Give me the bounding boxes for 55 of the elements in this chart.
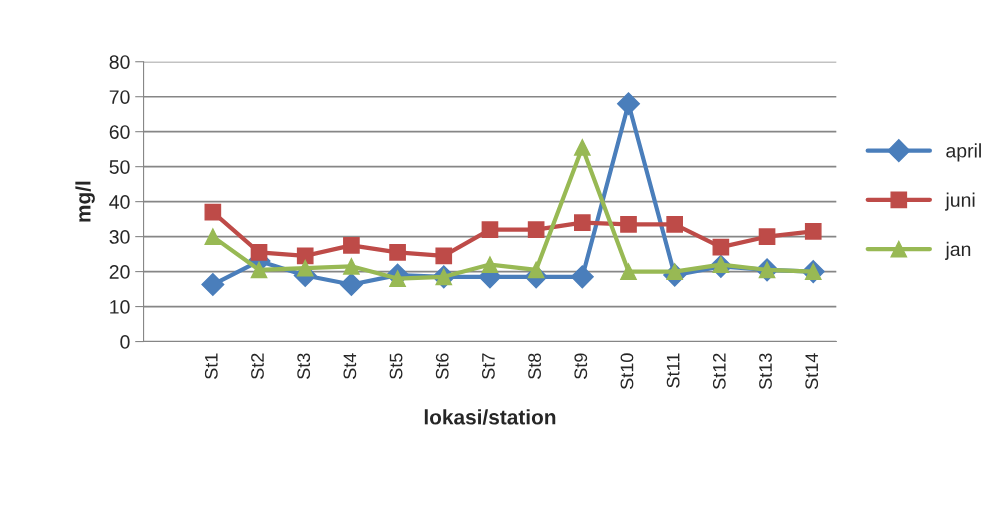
point [435, 247, 453, 265]
point [343, 237, 360, 254]
point [343, 258, 360, 275]
y-tick-label: 40 [109, 195, 130, 209]
point [204, 228, 222, 245]
x-tick-label: St9 [574, 353, 588, 379]
x-tick-label: St12 [712, 353, 726, 389]
point [250, 261, 268, 279]
x-tick-label: St6 [435, 353, 449, 379]
y-tick-label: 30 [109, 230, 130, 244]
point [804, 223, 822, 240]
point [481, 256, 499, 273]
point [527, 261, 545, 279]
x-tick-label: St10 [620, 353, 634, 389]
point [481, 221, 499, 238]
point [204, 203, 222, 221]
x-tick-label: St2 [251, 353, 264, 379]
point [201, 273, 225, 297]
x-tick-label: St7 [482, 353, 495, 379]
x-tick-label: St14 [805, 353, 819, 389]
point [389, 270, 406, 287]
x-tick-label: St5 [389, 353, 403, 379]
y-tick-label: 60 [109, 125, 130, 139]
point [570, 265, 594, 289]
legend-label: jan [944, 241, 971, 260]
point [527, 221, 545, 238]
y-tick-label: 0 [120, 335, 130, 349]
y-tick-label: 50 [109, 160, 130, 174]
x-tick-label: St4 [343, 353, 357, 379]
x-axis-title: lokasi/station [424, 409, 556, 425]
y-tick-label: 10 [110, 300, 130, 314]
y-tick-label: 70 [109, 90, 130, 104]
point [712, 238, 730, 256]
point [296, 247, 314, 265]
x-tick-label: St13 [759, 353, 772, 389]
x-tick-label: St1 [204, 353, 218, 379]
legend-label: juni [944, 192, 975, 211]
point [573, 214, 591, 231]
point [339, 273, 363, 297]
point [620, 263, 637, 280]
point [389, 244, 406, 261]
point [617, 92, 641, 116]
x-tick-label: St3 [297, 353, 311, 379]
point [666, 216, 684, 233]
x-tick-label: St8 [528, 353, 541, 379]
y-tick-label: 20 [109, 265, 130, 279]
y-axis-title: mg/l [75, 181, 95, 222]
legend-label: april [946, 143, 981, 162]
x-tick-label: St11 [666, 353, 680, 388]
point [758, 228, 776, 245]
y-tick-label: 80 [109, 55, 130, 69]
point [296, 259, 314, 277]
point [250, 244, 268, 261]
point [620, 216, 637, 233]
point [573, 139, 591, 156]
